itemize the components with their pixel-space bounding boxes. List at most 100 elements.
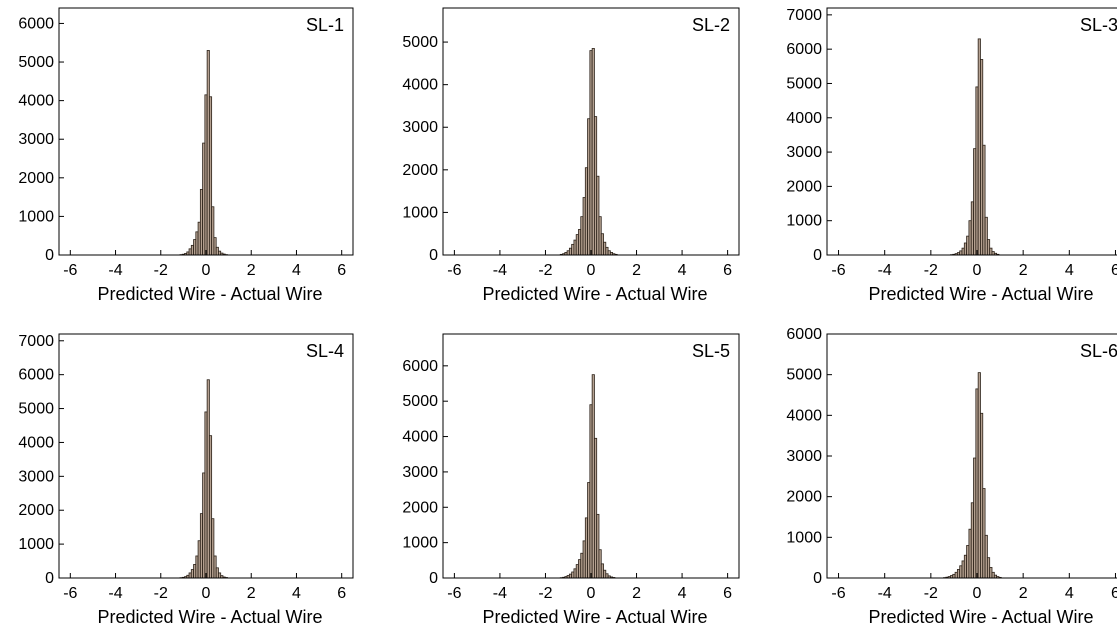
y-tick-label: 6000 [786,41,822,58]
x-tick-label: 0 [202,262,211,279]
y-tick-label: 4000 [402,429,438,446]
y-tick-label: 3000 [402,464,438,481]
panel-label: SL-1 [306,15,344,35]
x-tick-label: 4 [1065,262,1074,279]
y-tick-label: 6000 [402,358,438,375]
x-tick-label: 2 [247,262,256,279]
x-tick-label: -6 [831,585,845,602]
y-tick-label: 2000 [18,502,54,519]
y-tick-label: 0 [45,247,54,264]
panel-label: SL-4 [306,341,344,361]
x-tick-label: -4 [878,585,892,602]
y-tick-label: 1000 [786,213,822,230]
y-tick-label: 5000 [18,401,54,418]
x-tick-label: 0 [202,585,211,602]
x-tick-label: 6 [1111,585,1117,602]
x-tick-label: 0 [587,262,596,279]
x-tick-label: -4 [493,585,507,602]
x-axis-label: Predicted Wire - Actual Wire [868,607,1093,627]
x-tick-label: 6 [723,585,732,602]
histogram-panel-sl-6: -6 -4 -2 0 2 4 6 0 1000 2000 3000 4000 5000 6000 Predi… [786,326,1117,627]
y-tick-label: 2000 [402,162,438,179]
y-tick-label: 1000 [402,535,438,552]
x-tick-label: -6 [63,262,77,279]
x-tick-label: 2 [632,262,641,279]
x-tick-label: -2 [538,262,552,279]
y-tick-label: 5000 [18,54,54,71]
y-tick-label: 0 [813,570,822,587]
y-tick-label: 6000 [18,15,54,32]
histogram-panel-sl-4: -6 -4 -2 0 2 4 6 0 1000 2000 3000 4000 5000 6000 7000 P… [18,333,354,627]
x-axis-label: Predicted Wire - Actual Wire [97,284,322,304]
y-tick-label: 2000 [786,489,822,506]
x-tick-label: 4 [292,585,301,602]
histogram-panel-sl-3: -6 -4 -2 0 2 4 6 0 1000 2000 3000 4000 5000 6000 7000 P… [786,7,1117,304]
y-tick-label: 5000 [786,75,822,92]
x-axis-label: Predicted Wire - Actual Wire [97,607,322,627]
y-tick-label: 4000 [786,110,822,127]
y-tick-label: 4000 [786,407,822,424]
x-tick-label: -6 [831,262,845,279]
x-tick-label: -2 [924,262,938,279]
y-tick-label: 1000 [18,208,54,225]
histogram-panel-sl-5: -6 -4 -2 0 2 4 6 0 1000 2000 3000 4000 5000 6000 Predi… [402,333,740,627]
y-tick-label: 7000 [18,333,54,350]
x-tick-label: 0 [973,262,982,279]
panel-label: SL-5 [692,341,730,361]
x-tick-label: -2 [154,262,168,279]
x-tick-label: 0 [587,585,596,602]
y-tick-label: 2000 [18,170,54,187]
y-tick-label: 3000 [786,144,822,161]
y-tick-label: 1000 [18,536,54,553]
panel-label: SL-3 [1080,15,1117,35]
y-tick-label: 3000 [402,119,438,136]
x-tick-label: 0 [973,585,982,602]
histogram-panel-sl-2: -6 -4 -2 0 2 4 6 0 1000 2000 3000 4000 5000 Predicted… [402,7,740,304]
x-tick-label: 4 [678,262,687,279]
y-tick-label: 1000 [786,529,822,546]
y-tick-label: 6000 [786,326,822,343]
y-tick-label: 4000 [18,93,54,110]
y-tick-label: 4000 [402,77,438,94]
y-tick-label: 7000 [786,7,822,24]
x-tick-label: 2 [1019,262,1028,279]
x-tick-label: -6 [63,585,77,602]
x-tick-label: 2 [247,585,256,602]
x-tick-label: 4 [292,262,301,279]
y-tick-label: 5000 [402,34,438,51]
x-tick-label: -4 [878,262,892,279]
y-tick-label: 0 [45,570,54,587]
x-tick-label: -2 [154,585,168,602]
x-tick-label: 4 [1065,585,1074,602]
x-tick-label: -6 [447,585,461,602]
y-tick-label: 1000 [402,204,438,221]
x-tick-label: 2 [1019,585,1028,602]
x-tick-label: -6 [447,262,461,279]
x-axis-label: Predicted Wire - Actual Wire [482,284,707,304]
y-tick-label: 6000 [18,367,54,384]
y-tick-label: 0 [429,570,438,587]
x-tick-label: -2 [538,585,552,602]
x-axis-label: Predicted Wire - Actual Wire [868,284,1093,304]
y-tick-label: 2000 [402,499,438,516]
y-tick-label: 4000 [18,434,54,451]
histogram-panel-sl-1: -6 -4 -2 0 2 4 6 0 1000 2000 3000 4000 5000 6000 Predi… [18,7,354,304]
x-tick-label: -4 [493,262,507,279]
y-tick-label: 5000 [402,393,438,410]
x-tick-label: 6 [1111,262,1117,279]
y-tick-label: 3000 [18,131,54,148]
x-tick-label: -2 [924,585,938,602]
panel-label: SL-6 [1080,341,1117,361]
x-tick-label: 6 [337,262,346,279]
panel-label: SL-2 [692,15,730,35]
y-tick-label: 3000 [786,448,822,465]
x-tick-label: 4 [678,585,687,602]
x-tick-label: -4 [108,262,122,279]
x-axis-label: Predicted Wire - Actual Wire [482,607,707,627]
y-tick-label: 0 [429,247,438,264]
y-tick-label: 0 [813,247,822,264]
x-tick-label: 6 [337,585,346,602]
x-tick-label: 6 [723,262,732,279]
y-tick-label: 3000 [18,468,54,485]
